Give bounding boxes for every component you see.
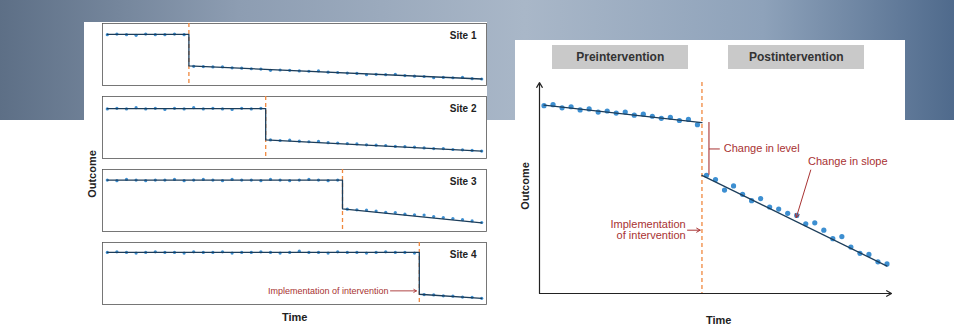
- html-text:Time: Time: [282, 311, 308, 323]
- svg-text:Site 1: Site 1: [450, 30, 477, 41]
- html-text:Time: Time: [706, 314, 732, 326]
- svg-text:Implementation of intervention: Implementation of intervention: [268, 286, 389, 296]
- svg-text:Implementationof intervention: Implementationof intervention: [610, 218, 685, 241]
- svg-text:Change in level: Change in level: [724, 142, 800, 154]
- svg-text:Site 4: Site 4: [450, 249, 477, 260]
- html-text:Preintervention: Preintervention: [576, 50, 665, 64]
- svg-text:Site 3: Site 3: [450, 176, 477, 187]
- svg-text:Site 2: Site 2: [450, 103, 477, 114]
- svg-text:Change in slope: Change in slope: [808, 155, 888, 167]
- html-text:Outcome: Outcome: [85, 150, 98, 198]
- html-text:Postintervention: Postintervention: [748, 50, 844, 64]
- html-text:Outcome: Outcome: [518, 162, 531, 210]
